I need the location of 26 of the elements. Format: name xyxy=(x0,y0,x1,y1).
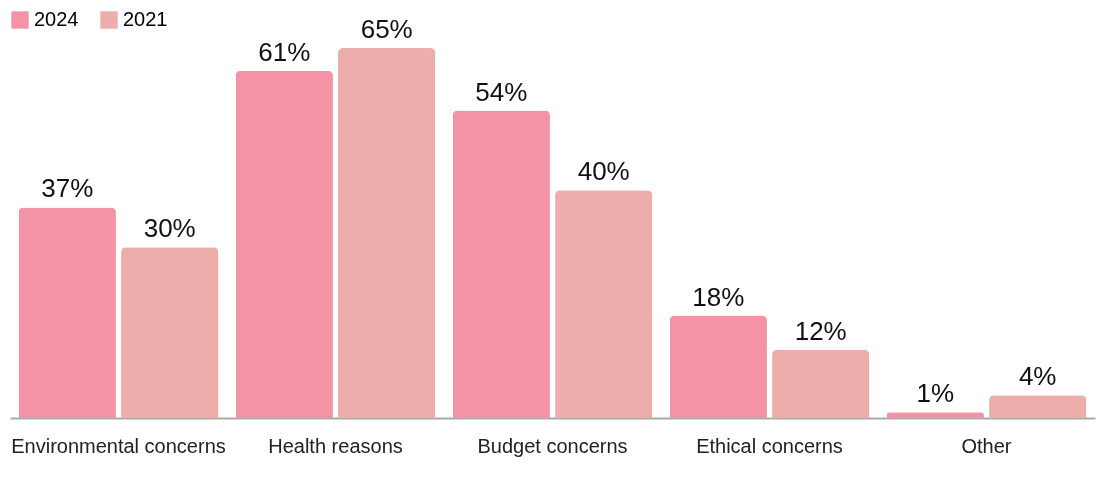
legend-label: 2024 xyxy=(34,8,79,30)
bar xyxy=(555,190,653,418)
data-label: 37% xyxy=(41,173,94,204)
data-label: 65% xyxy=(360,14,413,44)
bar xyxy=(989,395,1087,418)
x-tick-label: Environmental concerns xyxy=(11,434,226,457)
bar xyxy=(669,315,767,418)
data-label: 54% xyxy=(475,76,528,107)
x-tick-label: Budget concerns xyxy=(477,434,628,457)
bar xyxy=(121,247,219,418)
x-tick-label: Health reasons xyxy=(268,434,403,457)
bar xyxy=(772,349,870,418)
data-label: 4% xyxy=(1018,361,1057,392)
data-label: 18% xyxy=(692,281,745,312)
bar xyxy=(18,207,116,418)
data-label: 40% xyxy=(577,156,630,187)
data-label: 1% xyxy=(916,378,955,409)
data-label: 12% xyxy=(794,315,847,346)
data-label: 30% xyxy=(143,213,196,244)
bar xyxy=(338,48,436,418)
x-tick-label: Ethical concerns xyxy=(696,434,843,457)
x-tick-label: Other xyxy=(961,434,1012,457)
bar xyxy=(452,110,550,418)
legend-label: 2021 xyxy=(123,8,168,30)
bar xyxy=(235,70,333,418)
data-label: 61% xyxy=(258,36,311,67)
